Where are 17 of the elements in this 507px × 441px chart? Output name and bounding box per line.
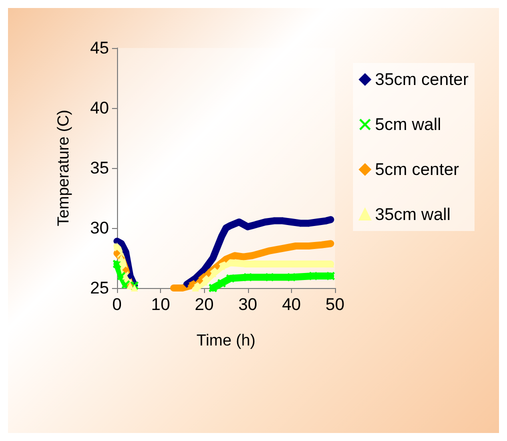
y-tick-label: 25 <box>90 278 109 298</box>
x-tick-label: 50 <box>326 295 344 314</box>
x-tick-label: 10 <box>151 295 170 314</box>
y-tick-label: 45 <box>90 38 109 58</box>
y-tick-label: 30 <box>90 218 109 238</box>
legend-label: 5cm wall <box>375 115 442 134</box>
x-axis-title: Time (h) <box>196 332 256 350</box>
x-tick-label: 20 <box>194 295 214 314</box>
x-tick-label: 40 <box>282 295 301 314</box>
legend-label: 35cm center <box>375 70 469 89</box>
legend-label: 35cm wall <box>375 205 451 224</box>
y-tick-label: 35 <box>90 158 109 178</box>
x-tick-label: 30 <box>238 295 258 314</box>
y-axis-title: Temperature (C) <box>56 110 72 226</box>
legend-label: 5cm center <box>375 160 460 179</box>
y-tick-label: 40 <box>90 98 109 118</box>
x-tick-label: 0 <box>112 295 122 314</box>
